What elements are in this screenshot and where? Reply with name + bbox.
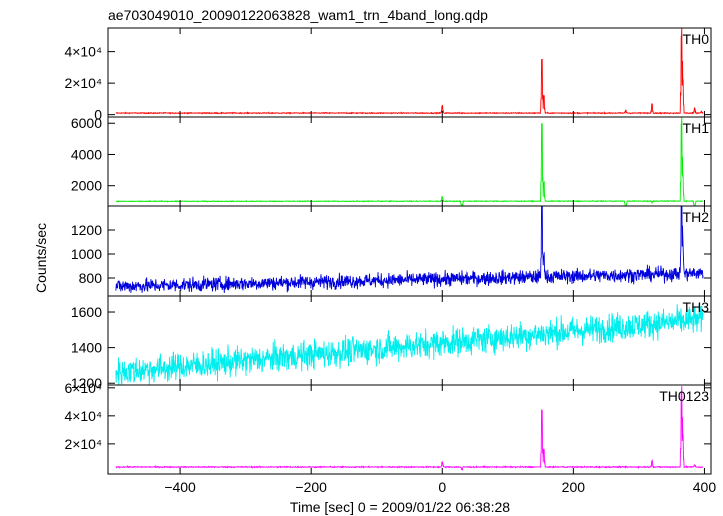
x-axis-label: Time [sec] 0 = 2009/01/22 06:38:28 — [290, 499, 510, 515]
y-tick-label: 800 — [79, 270, 103, 286]
y-tick-label: 6000 — [71, 115, 102, 131]
y-tick-label: 1200 — [71, 375, 102, 391]
chart-title: ae703049010_20090122063828_wam1_trn_4ban… — [108, 7, 488, 23]
panel-label-th0: TH0 — [683, 31, 710, 47]
panel-frame-th0 — [107, 27, 712, 118]
x-tick-label: 0 — [438, 479, 446, 495]
y-tick-label: 1600 — [71, 304, 102, 320]
y-tick-label: 0 — [94, 107, 102, 123]
y-tick-label: 1200 — [71, 222, 102, 238]
y-tick-label: 1400 — [71, 340, 102, 356]
panel-label-th0123: TH0123 — [659, 388, 709, 404]
series-line-th1 — [115, 117, 704, 206]
panel-label-th3: TH3 — [683, 299, 710, 315]
panel-label-th2: TH2 — [683, 209, 710, 225]
series-line-th0123 — [115, 386, 704, 471]
y-tick-label: 2000 — [71, 178, 102, 194]
x-tick-label: −200 — [295, 479, 327, 495]
series-line-th3 — [115, 304, 704, 385]
x-tick-label: 200 — [562, 479, 586, 495]
y-tick-label: 4×10⁴ — [64, 408, 102, 424]
panel-frame-th0123 — [107, 384, 712, 475]
y-tick-label: 1000 — [71, 246, 102, 262]
x-tick-label: −400 — [164, 479, 196, 495]
panel-frame-th1 — [107, 116, 712, 207]
y-tick-label: 6×10⁴ — [64, 380, 102, 396]
x-tick-label: 400 — [693, 479, 717, 495]
y-tick-label: 4×10⁴ — [64, 44, 102, 60]
y-axis-label: Counts/sec — [33, 223, 49, 293]
y-tick-label: 4000 — [71, 146, 102, 162]
series-line-th2 — [115, 206, 704, 294]
y-tick-label: 2×10⁴ — [64, 75, 102, 91]
panel-label-th1: TH1 — [683, 120, 710, 136]
series-line-th0 — [115, 28, 704, 115]
y-tick-label: 2×10⁴ — [64, 436, 102, 452]
